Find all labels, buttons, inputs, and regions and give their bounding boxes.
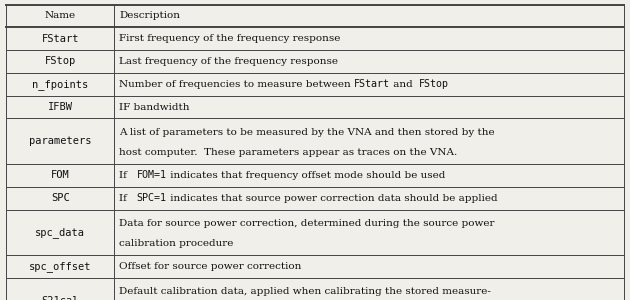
Text: parameters: parameters [29,136,91,146]
Text: Last frequency of the frequency response: Last frequency of the frequency response [120,57,338,66]
Text: FStart: FStart [354,79,390,89]
Text: Default calibration data, applied when calibrating the stored measure-: Default calibration data, applied when c… [120,287,491,296]
Text: FStop: FStop [419,79,449,89]
Text: Data for source power correction, determined during the source power: Data for source power correction, determ… [120,219,495,228]
Text: First frequency of the frequency response: First frequency of the frequency respons… [120,34,341,43]
Text: IFBW: IFBW [48,102,73,112]
Text: Number of frequencies to measure between: Number of frequencies to measure between [120,80,355,89]
Text: S21cal: S21cal [42,296,79,300]
Text: Name: Name [45,11,76,20]
Text: n_fpoints: n_fpoints [32,79,88,90]
Text: Description: Description [120,11,180,20]
Text: FStop: FStop [45,56,76,67]
Text: Offset for source power correction: Offset for source power correction [120,262,302,271]
Text: FOM=1: FOM=1 [137,170,166,181]
Text: A list of parameters to be measured by the VNA and then stored by the: A list of parameters to be measured by t… [120,128,495,137]
Text: host computer.  These parameters appear as traces on the VNA.: host computer. These parameters appear a… [120,148,457,157]
Text: SPC=1: SPC=1 [137,193,166,203]
Text: indicates that source power correction data should be applied: indicates that source power correction d… [166,194,497,203]
Text: FOM: FOM [51,170,70,181]
Text: calibration procedure: calibration procedure [120,239,234,248]
Text: and: and [390,80,416,89]
Text: spc_data: spc_data [35,227,85,238]
Text: indicates that frequency offset mode should be used: indicates that frequency offset mode sho… [166,171,445,180]
Text: spc_offset: spc_offset [29,261,91,272]
Text: If: If [120,171,130,180]
Text: SPC: SPC [51,193,70,203]
Text: IF bandwidth: IF bandwidth [120,103,190,112]
Text: If: If [120,194,130,203]
Text: FStart: FStart [42,34,79,44]
